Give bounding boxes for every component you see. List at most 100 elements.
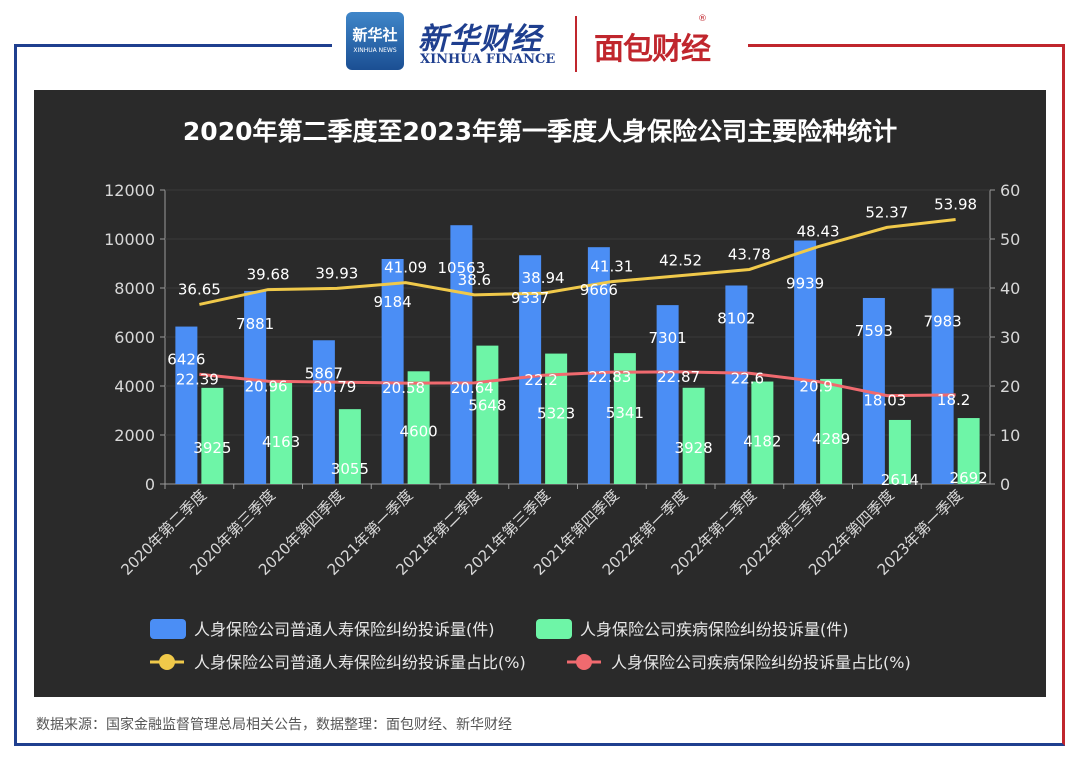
y-left-tick-label: 6000 <box>114 328 155 347</box>
bar-ordinary-life <box>175 326 198 484</box>
bar-ordinary-life <box>656 305 679 484</box>
bar-ordinary-life-label: 8102 <box>717 310 755 328</box>
legend-label: 人身保险公司普通人寿保险纠纷投诉量占比(%) <box>194 653 526 672</box>
line-disease-share-label: 20.58 <box>382 379 425 397</box>
registered-mark: ® <box>698 14 707 24</box>
line-disease-share-label: 22.83 <box>588 368 631 386</box>
bar-disease <box>820 378 843 484</box>
y-left-tick-label: 4000 <box>114 377 155 396</box>
line-disease-share-label: 22.39 <box>176 370 219 388</box>
bar-ordinary-life <box>725 285 748 484</box>
bar-disease <box>751 381 774 484</box>
bar-ordinary-life-label: 9337 <box>511 289 549 307</box>
bar-disease <box>270 382 293 484</box>
bar-disease-label: 5341 <box>606 404 644 422</box>
bar-disease <box>407 371 430 484</box>
xinhua-logo: 新华社 XINHUA NEWS <box>346 12 404 70</box>
y-right-tick-label: 50 <box>1000 230 1020 249</box>
bar-ordinary-life-label: 10563 <box>438 259 486 277</box>
line-disease-share-label: 22.87 <box>657 368 700 386</box>
legend-swatch-bar <box>150 619 186 639</box>
y-left-tick-label: 10000 <box>104 230 155 249</box>
bar-disease <box>338 409 361 484</box>
line-disease-share-label: 22.6 <box>731 369 764 387</box>
legend-swatch-bar <box>536 619 572 639</box>
bar-disease <box>957 418 980 484</box>
bar-ordinary-life <box>931 288 954 484</box>
bar-ordinary-life <box>381 258 404 484</box>
legend-swatch-marker <box>159 654 175 670</box>
line-disease-share-label: 18.2 <box>937 391 970 409</box>
line-disease-share-label: 20.9 <box>799 378 832 396</box>
bar-disease-label: 4182 <box>743 433 781 451</box>
bar-disease <box>888 419 911 484</box>
line-ordinary-life-share <box>199 218 956 306</box>
bar-disease-label: 3925 <box>193 439 231 457</box>
bar-disease <box>476 345 499 484</box>
y-right-tick-label: 0 <box>1000 475 1010 494</box>
bar-disease-label: 3928 <box>675 439 713 457</box>
chart-title: 2020年第二季度至2023年第一季度人身保险公司主要险种统计 <box>182 117 898 146</box>
line-disease-share-label: 20.64 <box>451 379 494 397</box>
bar-ordinary-life-label: 9666 <box>580 281 618 299</box>
bar-disease <box>545 353 568 484</box>
bar-disease-label: 4289 <box>812 430 850 448</box>
bar-disease <box>613 353 636 484</box>
line-disease-share-label: 22.2 <box>524 371 557 389</box>
bar-ordinary-life-label: 6426 <box>167 351 205 369</box>
bar-disease <box>201 387 224 484</box>
bar-ordinary-life <box>862 297 885 484</box>
line-ordinary-life-share-label: 52.37 <box>865 203 908 221</box>
line-disease-share <box>199 370 956 398</box>
line-disease-share-label: 20.79 <box>313 378 356 396</box>
bar-disease <box>682 387 705 484</box>
bar-disease-label: 4600 <box>400 422 438 440</box>
source-note: 数据来源：国家金融监督管理总局相关公告，数据整理：面包财经、新华财经 <box>36 717 512 733</box>
bar-ordinary-life-label: 9939 <box>786 274 824 292</box>
line-ordinary-life-share-label: 43.78 <box>728 245 771 263</box>
line-ordinary-life-share-label: 39.68 <box>247 266 290 284</box>
y-right-tick-label: 10 <box>1000 426 1020 445</box>
bar-ordinary-life <box>244 290 267 484</box>
bar-ordinary-life <box>312 340 335 484</box>
y-right-tick-label: 40 <box>1000 279 1020 298</box>
bar-disease-label: 2692 <box>950 469 988 487</box>
bar-ordinary-life <box>519 255 542 484</box>
y-left-tick-label: 8000 <box>114 279 155 298</box>
chart-svg: 0 2000 4000 6000 8000 10000 12000 0 10 20 30 40 50 60… <box>104 181 1020 672</box>
chart-panel: 2020年第二季度至2023年第一季度人身保险公司主要险种统计 0 2000 400… <box>34 90 1046 697</box>
frame-top-right-line <box>748 44 1065 47</box>
legend-label: 人身保险公司普通人寿保险纠纷投诉量(件) <box>194 620 495 639</box>
bar-disease-label: 2614 <box>881 471 919 489</box>
mianbao-logo: 面包财经 <box>594 32 711 67</box>
line-ordinary-life-share-label: 41.09 <box>384 259 427 277</box>
y-right-tick-label: 30 <box>1000 328 1020 347</box>
header: 新华社 XINHUA NEWS 新华财经 XINHUA FINANCE 面包财经… <box>346 10 746 74</box>
bar-ordinary-life <box>794 240 817 484</box>
legend-label: 人身保险公司疾病保险纠纷投诉量(件) <box>580 620 849 639</box>
line-ordinary-life-share-label: 39.93 <box>315 264 358 282</box>
line-ordinary-life-share-label: 41.31 <box>590 258 633 276</box>
frame-top-left-line <box>14 44 332 47</box>
bar-ordinary-life <box>587 247 610 484</box>
bar-disease-label: 5323 <box>537 405 575 423</box>
bar-ordinary-life-label: 7301 <box>649 329 687 347</box>
xinhua-finance-cn: 新华财经 <box>418 22 542 57</box>
line-disease-share-label: 18.03 <box>863 392 906 410</box>
bar-ordinary-life <box>450 225 473 485</box>
header-divider <box>575 16 577 72</box>
bar-ordinary-life-label: 7983 <box>924 312 962 330</box>
bar-ordinary-life-label: 9184 <box>374 293 412 311</box>
xinhua-logo-subtext: XINHUA NEWS <box>353 47 397 54</box>
line-ordinary-life-share-label: 38.6 <box>458 271 491 289</box>
line-ordinary-life-share-label: 53.98 <box>934 195 977 213</box>
line-disease-share-label: 20.96 <box>245 377 288 395</box>
line-ordinary-life-share-label: 38.94 <box>522 269 565 287</box>
bar-ordinary-life-label: 5867 <box>305 364 343 382</box>
page-frame <box>14 44 1065 746</box>
xinhua-logo-text: 新华社 <box>352 26 398 44</box>
bar-disease-label: 5648 <box>468 397 506 415</box>
legend-label: 人身保险公司疾病保险纠纷投诉量占比(%) <box>611 653 911 672</box>
y-left-tick-label: 0 <box>145 475 155 494</box>
bar-ordinary-life-label: 7881 <box>236 315 274 333</box>
